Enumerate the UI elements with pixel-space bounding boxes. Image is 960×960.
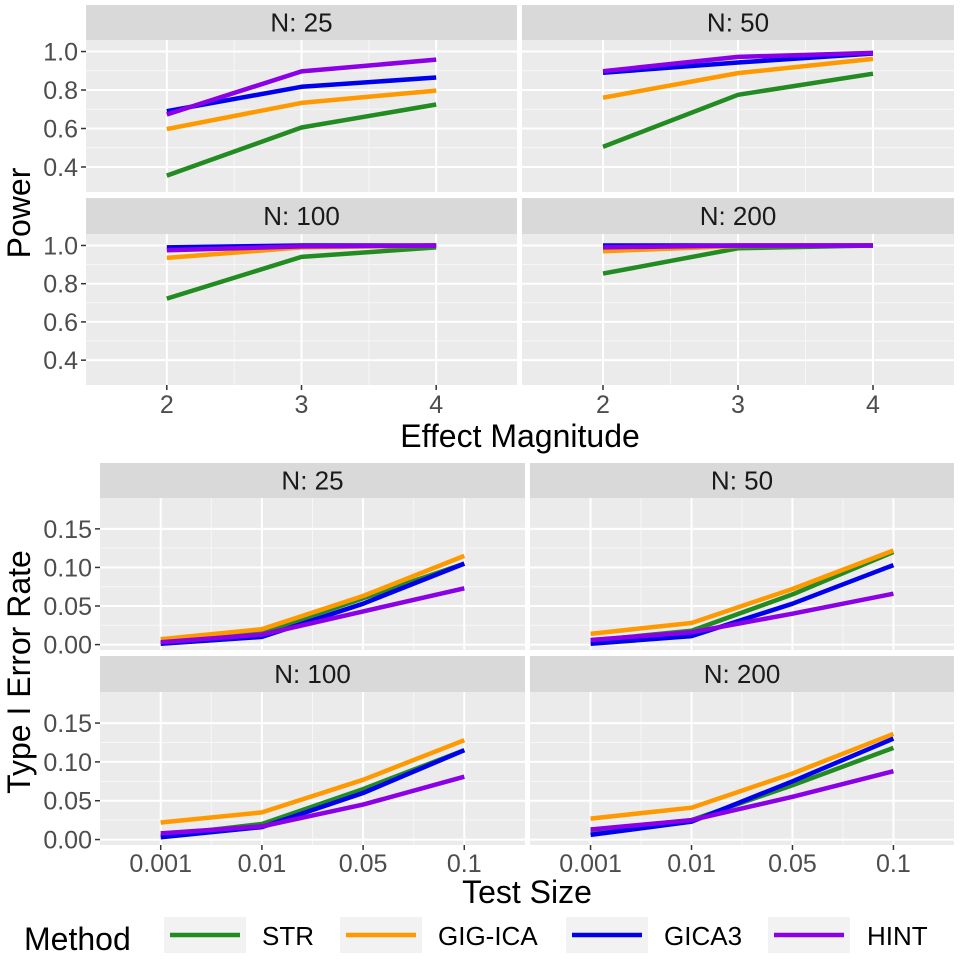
series-line-hint bbox=[166, 57, 437, 117]
series-line-gig-ica bbox=[160, 738, 466, 825]
x-tick-label: 2 bbox=[596, 391, 610, 419]
legend: Method STR GIG-ICA GICA3 HINT bbox=[24, 917, 928, 957]
y-tick-label: 0.8 bbox=[43, 77, 78, 105]
chart-1: N: 25 0.4 0.6 0.8 1.0 N: 50 N: 100 0.4 0.6 0.8 1.0… bbox=[1, 5, 954, 454]
facet-panel: N: 100 bbox=[100, 656, 525, 845]
y-tick-label: 0.4 bbox=[43, 154, 78, 182]
x-axis-title: Test Size bbox=[462, 874, 592, 910]
legend-label: GIG-ICA bbox=[438, 921, 538, 951]
series-line-gica3 bbox=[166, 75, 437, 114]
series-line-gig-ica bbox=[166, 88, 437, 132]
facet-strip bbox=[100, 463, 525, 498]
facet-strip bbox=[522, 198, 954, 234]
series-line-gig-ica bbox=[160, 553, 466, 642]
facet-strip bbox=[86, 198, 517, 234]
series-line-hint bbox=[590, 591, 894, 643]
series-line-hint bbox=[602, 50, 874, 74]
x-tick-label: 3 bbox=[295, 391, 309, 419]
y-tick-label: 1.0 bbox=[43, 232, 78, 260]
facet-strip bbox=[522, 5, 954, 40]
facet-strip-label: N: 25 bbox=[281, 466, 343, 496]
y-tick-label: 0.15 bbox=[43, 516, 92, 544]
legend-label: GICA3 bbox=[664, 921, 742, 951]
facet-panel: N: 25 bbox=[86, 5, 517, 192]
facet-panel: N: 200 bbox=[530, 656, 954, 845]
facet-strip bbox=[86, 5, 517, 40]
series-line-hint bbox=[602, 243, 873, 250]
x-tick-label: 0.1 bbox=[876, 850, 911, 878]
facet-strip-label: N: 200 bbox=[700, 201, 777, 231]
series-line-gica3 bbox=[590, 736, 895, 838]
x-tick-label: 0.01 bbox=[667, 850, 716, 878]
facet-strip-label: N: 50 bbox=[711, 466, 773, 496]
x-tick-label: 0.1 bbox=[447, 850, 482, 878]
facet-strip-label: N: 50 bbox=[707, 8, 769, 38]
facet-panel: N: 100 bbox=[86, 198, 517, 385]
series-line-gig-ica bbox=[602, 56, 874, 100]
x-tick-label: 4 bbox=[866, 391, 880, 419]
facet-panel: N: 25 bbox=[100, 463, 525, 650]
x-tick-label: 2 bbox=[160, 391, 174, 419]
y-axis-title: Type I Error Rate bbox=[1, 550, 37, 794]
x-tick-label: 0.05 bbox=[768, 850, 817, 878]
legend-title: Method bbox=[24, 921, 131, 957]
series-line-hint bbox=[166, 243, 437, 253]
series-line-gica3 bbox=[602, 51, 874, 75]
y-axis-title: Power bbox=[1, 167, 37, 258]
legend-label: STR bbox=[262, 921, 314, 951]
x-tick-label: 3 bbox=[731, 391, 745, 419]
facet-strip bbox=[530, 463, 954, 498]
chart-2: N: 25 0.00 0.05 0.10 0.15 N: 50 N: 100 0.00 0.05… bbox=[1, 463, 954, 910]
y-tick-label: 0.00 bbox=[43, 632, 92, 660]
legend-label: HINT bbox=[867, 921, 928, 951]
facet-strip-label: N: 100 bbox=[263, 201, 340, 231]
series-line-str bbox=[166, 245, 437, 301]
x-axis-title: Effect Magnitude bbox=[400, 418, 640, 454]
series-line-str bbox=[602, 71, 874, 149]
facet-strip bbox=[100, 656, 525, 692]
x-tick-label: 0.001 bbox=[129, 850, 192, 878]
facet-strip bbox=[530, 656, 954, 692]
series-line-hint bbox=[160, 774, 465, 836]
series-line-gica3 bbox=[590, 562, 895, 647]
series-line-hint bbox=[590, 769, 894, 832]
x-tick-label: 0.001 bbox=[559, 850, 622, 878]
series-line-gig-ica bbox=[590, 731, 895, 821]
y-tick-label: 1.0 bbox=[43, 39, 78, 67]
facet-strip-label: N: 200 bbox=[704, 659, 781, 689]
facet-panel: N: 50 bbox=[530, 463, 954, 650]
y-tick-label: 0.05 bbox=[43, 593, 92, 621]
y-tick-label: 0.05 bbox=[43, 788, 92, 816]
y-tick-label: 0.6 bbox=[43, 116, 78, 144]
y-tick-label: 0.4 bbox=[43, 347, 78, 375]
facet-strip-label: N: 100 bbox=[274, 659, 351, 689]
series-line-hint bbox=[160, 586, 465, 645]
x-tick-label: 0.05 bbox=[339, 850, 388, 878]
x-tick-label: 0.01 bbox=[238, 850, 287, 878]
y-tick-label: 0.15 bbox=[43, 710, 92, 738]
series-line-gig-ica bbox=[590, 548, 895, 637]
facet-panel: N: 200 bbox=[522, 198, 954, 385]
y-tick-label: 0.6 bbox=[43, 309, 78, 337]
series-line-str bbox=[166, 102, 437, 178]
facet-strip-label: N: 25 bbox=[270, 8, 332, 38]
y-tick-label: 0.10 bbox=[43, 749, 92, 777]
y-tick-label: 0.00 bbox=[43, 827, 92, 855]
y-tick-label: 0.8 bbox=[43, 271, 78, 299]
facet-panel: N: 50 bbox=[522, 5, 954, 192]
y-tick-label: 0.10 bbox=[43, 554, 92, 582]
x-tick-label: 4 bbox=[429, 391, 443, 419]
